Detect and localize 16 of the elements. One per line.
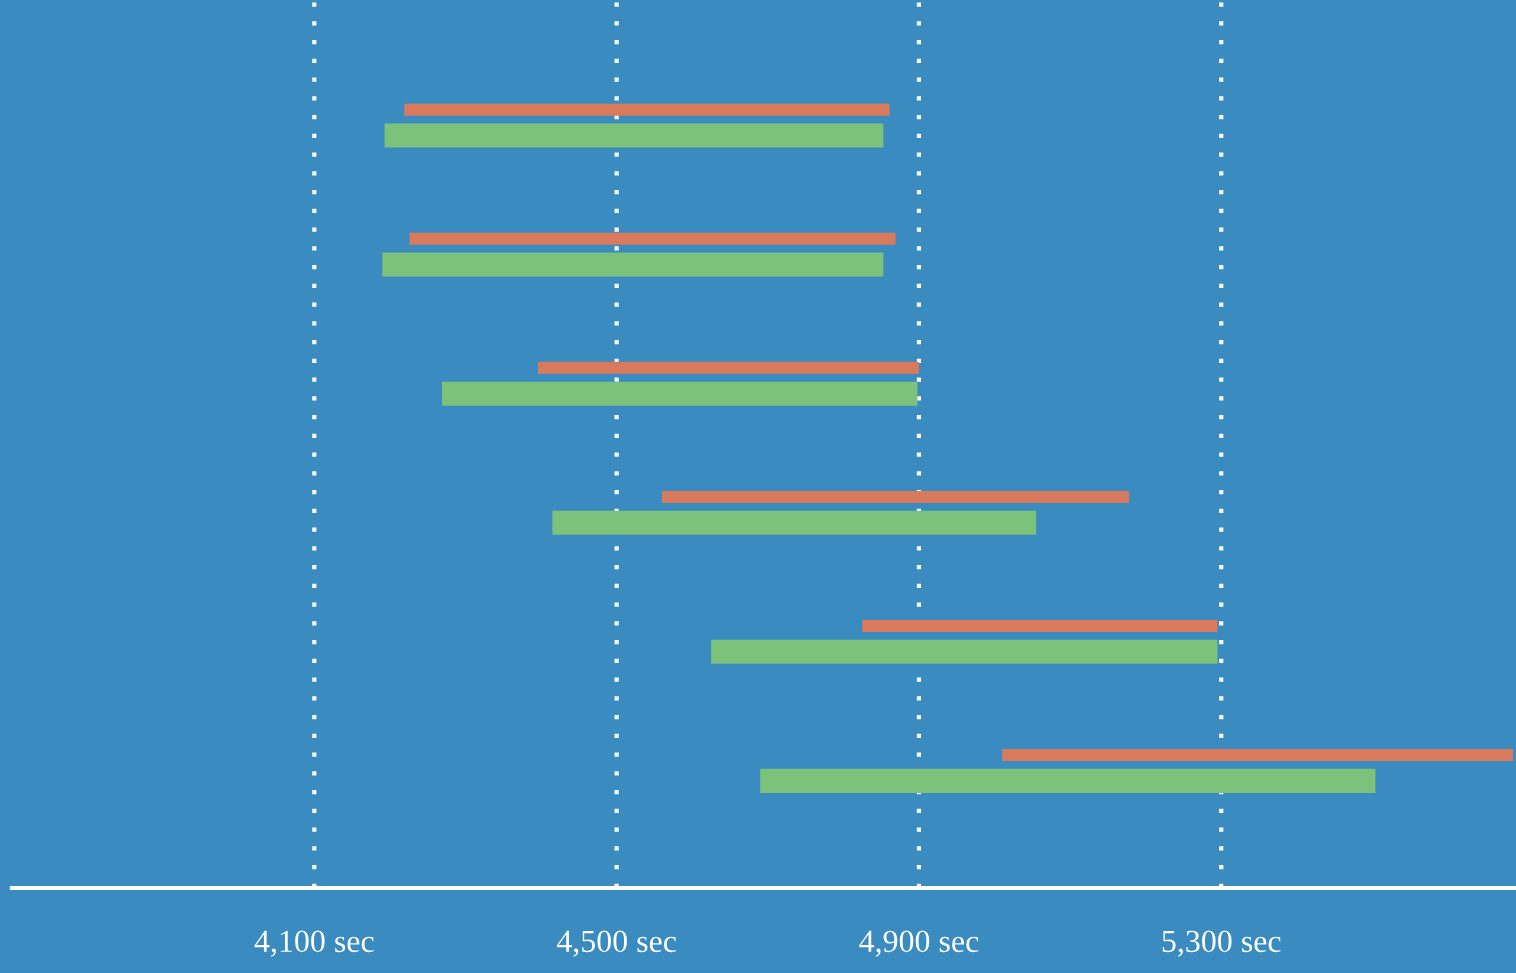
bar <box>384 123 884 148</box>
bar <box>552 510 1037 535</box>
bar <box>862 619 1218 632</box>
bar <box>711 639 1218 664</box>
bar <box>409 232 896 245</box>
bar <box>760 768 1376 793</box>
bar <box>1002 749 1513 762</box>
bar <box>382 252 884 277</box>
bar <box>442 381 918 406</box>
bar <box>538 361 919 374</box>
bar <box>404 103 890 116</box>
x-tick-label: 5,300 sec <box>1162 930 1281 957</box>
bar <box>661 490 1130 503</box>
x-tick-label: 4,900 sec <box>859 930 979 957</box>
x-tick-label: 4,500 sec <box>556 930 676 957</box>
x-tick-label: 4,100 sec <box>254 930 374 957</box>
